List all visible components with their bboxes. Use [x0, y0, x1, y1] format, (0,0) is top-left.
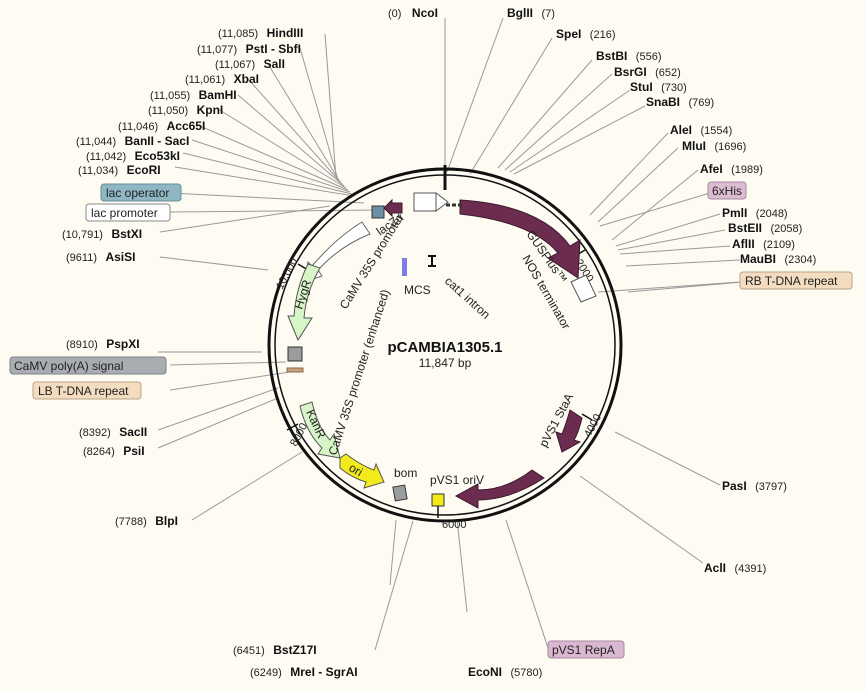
site-maubi[interactable]: MauBI (2304) [740, 250, 816, 267]
site-bsteii[interactable]: BstEII (2058) [728, 219, 802, 236]
site-bstbi[interactable]: BstBI (556) [596, 47, 661, 64]
his-tag-box[interactable] [707, 181, 747, 200]
camv-polyA-text: CaMV poly(A) signal [14, 359, 123, 373]
site-mlui[interactable]: MluI (1696) [682, 137, 746, 154]
site-pmli[interactable]: PmlI (2048) [722, 204, 788, 221]
camv-35s-promoter-arrowhead [435, 192, 449, 212]
camv-35s-promoter-label: CaMV 35S promoter [337, 211, 407, 311]
pvs1-repa-text: pVS1 RepA [552, 643, 615, 657]
ori-label: ori [347, 460, 366, 479]
site-aflii[interactable]: AflII (2109) [732, 235, 795, 252]
site-xbai[interactable]: (11,061) XbaI [185, 70, 259, 87]
pvs1-oriv-label: pVS1 oriV [430, 473, 484, 487]
site-econi[interactable]: EcoNI (5780) [468, 663, 542, 680]
site-asisi[interactable]: (9611) AsiSI [66, 248, 135, 265]
site-ecori[interactable]: (11,034) EcoRI [78, 161, 161, 178]
site-alei[interactable]: AleI (1554) [670, 121, 732, 138]
site-acli[interactable]: AclI (4391) [704, 559, 766, 576]
plasmid-name: pCAMBIA1305.1 [387, 339, 502, 356]
site-blpi[interactable]: (7788) BlpI [115, 512, 178, 529]
camv-polyA-block [287, 346, 303, 362]
mcs-marker [402, 258, 407, 276]
tick-10000: 10,000 [274, 256, 300, 291]
site-psii[interactable]: (8264) PsiI [83, 442, 145, 459]
bom-block [392, 484, 408, 502]
site-bstxi[interactable]: (10,791) BstXI [62, 225, 142, 242]
hygr-label: HygR [292, 278, 315, 311]
plasmid-size: 11,847 bp [419, 356, 472, 370]
lac-operator-text: lac operator [106, 186, 169, 200]
lb-tdna-box[interactable] [32, 381, 142, 400]
camv-polyA-box[interactable] [9, 356, 167, 375]
site-banii-saci[interactable]: (11,044) BanII - SacI [76, 132, 189, 149]
site-snabi[interactable]: SnaBI (769) [646, 93, 714, 110]
site-bglii[interactable]: BglII (7) [507, 4, 555, 21]
bom-label: bom [394, 466, 417, 480]
lb-tdna-text: LB T-DNA repeat [38, 384, 129, 398]
site-psti-sbfi[interactable]: (11,077) PstI - SbfI [197, 40, 301, 57]
mcs-label: MCS [404, 283, 431, 297]
site-sali[interactable]: (11,067) SalI [215, 55, 285, 72]
lac-promoter-text: lac promoter [91, 206, 158, 220]
site-bamhi[interactable]: (11,055) BamHI [150, 86, 237, 103]
camv-35s-enhanced-label: CaMV 35S promoter (enhanced) [326, 288, 393, 457]
rb-tdna-text: RB T-DNA repeat [745, 274, 838, 288]
site-afei[interactable]: AfeI (1989) [700, 160, 763, 177]
site-pasi[interactable]: PasI (3797) [722, 477, 787, 494]
site-eco53ki[interactable]: (11,042) Eco53kI [86, 147, 180, 164]
lacz-arrow[interactable] [383, 198, 403, 218]
kanr-arrow[interactable] [299, 401, 341, 459]
lac-operator-block [371, 205, 385, 219]
site-sacii[interactable]: (8392) SacII [79, 423, 147, 440]
site-hindiii[interactable]: (11,085) HindIII [218, 24, 303, 41]
cat1-intron-marker [428, 255, 436, 267]
site-ncoi[interactable]: (0) NcoI [388, 4, 438, 21]
nos-terminator-block[interactable] [570, 274, 597, 303]
pvs1-repa-arrow[interactable] [454, 469, 545, 509]
leader-lines [157, 17, 744, 651]
his-tag-text: 6xHis [712, 184, 742, 198]
pvs1-oriv-block [431, 493, 445, 507]
site-stui[interactable]: StuI (730) [630, 78, 687, 95]
site-pspxi[interactable]: (8910) PspXI [66, 335, 140, 352]
site-mrei-sgrai[interactable]: (6249) MreI - SgrAI [250, 663, 358, 680]
rb-tdna-box[interactable] [739, 271, 853, 290]
camv-35s-promoter-block[interactable] [413, 192, 437, 212]
pvs1-staa-arrow[interactable] [555, 409, 583, 453]
ori-arrow[interactable] [339, 453, 385, 489]
hygr-arrow[interactable] [287, 263, 321, 342]
cat1-intron-label: cat1 intron [442, 274, 493, 322]
tick-6000: 6000 [442, 519, 466, 531]
site-bsrgi[interactable]: BsrGI (652) [614, 63, 681, 80]
gusplus-arrow[interactable] [459, 199, 581, 279]
site-kpni[interactable]: (11,050) KpnI [148, 101, 223, 118]
lb-tdna-block [286, 367, 304, 373]
site-spei[interactable]: SpeI (216) [556, 25, 615, 42]
site-bstz17i[interactable]: (6451) BstZ17I [233, 641, 317, 658]
site-acc65i[interactable]: (11,046) Acc65I [118, 117, 205, 134]
lac-promoter-box[interactable] [85, 203, 171, 222]
lac-operator-box[interactable] [100, 183, 182, 202]
pvs1-repa-box[interactable] [547, 640, 625, 659]
